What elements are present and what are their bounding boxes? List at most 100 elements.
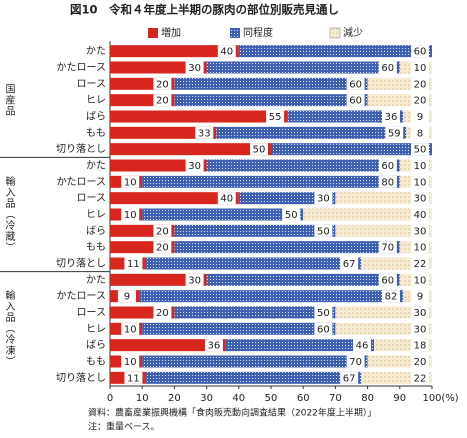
value-label: 30 <box>188 275 201 286</box>
value-label: 11 <box>127 373 140 384</box>
value-label-box <box>340 257 359 270</box>
value-label-box <box>378 61 397 74</box>
value-label: 82 <box>385 292 398 303</box>
bar-segment <box>110 339 226 352</box>
bar-segment <box>142 208 304 221</box>
value-label: 36 <box>208 341 221 352</box>
category-label: かた <box>86 274 106 286</box>
category-label: 切り落とし <box>56 143 106 155</box>
value-label-box <box>346 94 365 107</box>
value-label: 60 <box>349 96 362 107</box>
category-label: かた <box>86 160 106 172</box>
value-label-box <box>346 355 365 368</box>
legend-swatch <box>329 27 341 39</box>
value-label: 20 <box>156 308 169 319</box>
value-label-box <box>411 110 429 123</box>
value-label-box <box>121 175 140 188</box>
value-label: 40 <box>414 210 427 221</box>
value-label-box <box>411 192 429 205</box>
bar-segment <box>206 61 400 74</box>
value-label-box <box>411 273 429 286</box>
legend-label: 減少 <box>343 26 363 39</box>
value-label-box <box>282 208 301 221</box>
value-label: 50 <box>317 226 330 237</box>
bar-segment <box>110 61 207 74</box>
category-label: かたロース <box>57 176 107 188</box>
value-label-box <box>217 45 236 58</box>
value-label: 50 <box>253 145 266 156</box>
bar-segment <box>174 77 368 90</box>
value-label: 20 <box>414 357 427 368</box>
x-tick-label: 90 <box>393 393 406 404</box>
value-label: 22 <box>414 373 427 384</box>
value-label-box <box>411 45 429 58</box>
x-tick-label: 100 <box>422 393 441 404</box>
value-label: 33 <box>198 128 211 139</box>
x-tick-label: 40 <box>232 393 245 404</box>
value-label-box <box>314 224 333 237</box>
value-label: 30 <box>414 324 427 335</box>
bar-segment <box>225 339 375 352</box>
value-label: 18 <box>414 341 427 352</box>
category-label: もも <box>86 241 106 253</box>
value-label: 9 <box>124 292 130 303</box>
category-label: かたロース <box>57 290 107 302</box>
category-label: ヒレ <box>86 209 106 221</box>
bar-segment <box>174 306 336 319</box>
legend-swatch <box>230 28 240 38</box>
value-label: 30 <box>188 63 201 74</box>
value-label-box <box>411 61 429 74</box>
value-label-box <box>411 371 429 384</box>
category-label: ロース <box>77 308 107 319</box>
value-label: 70 <box>349 357 362 368</box>
value-label-box <box>204 339 223 352</box>
value-label: 9 <box>417 292 423 303</box>
bar-segment <box>145 257 362 270</box>
x-tick-label: 50 <box>265 393 278 404</box>
bar-segment <box>110 110 288 123</box>
value-label: 30 <box>414 194 427 205</box>
category-label: もも <box>86 356 106 368</box>
value-label-box <box>411 77 429 90</box>
value-label-box <box>353 339 372 352</box>
value-label: 60 <box>381 161 394 172</box>
value-label: 60 <box>349 79 362 90</box>
bar-segment <box>110 273 207 286</box>
category-label: 切り落とし <box>56 258 106 270</box>
value-label-box <box>382 110 401 123</box>
value-label: 30 <box>317 194 330 205</box>
legend-swatch <box>148 28 158 38</box>
bar-segment <box>142 322 336 335</box>
value-label: 50 <box>285 210 298 221</box>
value-label-box <box>314 322 333 335</box>
category-label: ヒレ <box>86 94 106 106</box>
value-label: 9 <box>417 112 423 123</box>
value-label-box <box>378 175 397 188</box>
bar-segment <box>145 371 362 384</box>
bar-segment <box>335 306 432 319</box>
bar-segment <box>142 355 368 368</box>
value-label-box <box>411 224 429 237</box>
bar-segment <box>110 192 239 205</box>
value-label: 30 <box>188 161 201 172</box>
value-label-box <box>411 94 429 107</box>
value-label: 60 <box>381 275 394 286</box>
x-tick-label: 10 <box>136 393 149 404</box>
bar-segment <box>174 94 368 107</box>
value-label: 10 <box>124 357 137 368</box>
value-label: 59 <box>388 128 401 139</box>
bar-segment <box>216 126 407 139</box>
value-label-box <box>314 306 333 319</box>
bar-segment <box>206 159 400 172</box>
value-label: 36 <box>385 112 398 123</box>
value-label: 10 <box>414 275 427 286</box>
category-label: かたロース <box>57 62 107 74</box>
value-label: 8 <box>417 128 423 139</box>
value-label-box <box>378 273 397 286</box>
category-label: ロース <box>77 193 107 204</box>
x-tick-label: 80 <box>361 393 374 404</box>
x-tick-label: 70 <box>329 393 342 404</box>
value-label-box <box>411 322 429 335</box>
value-label-box <box>346 77 365 90</box>
value-label: 20 <box>156 226 169 237</box>
